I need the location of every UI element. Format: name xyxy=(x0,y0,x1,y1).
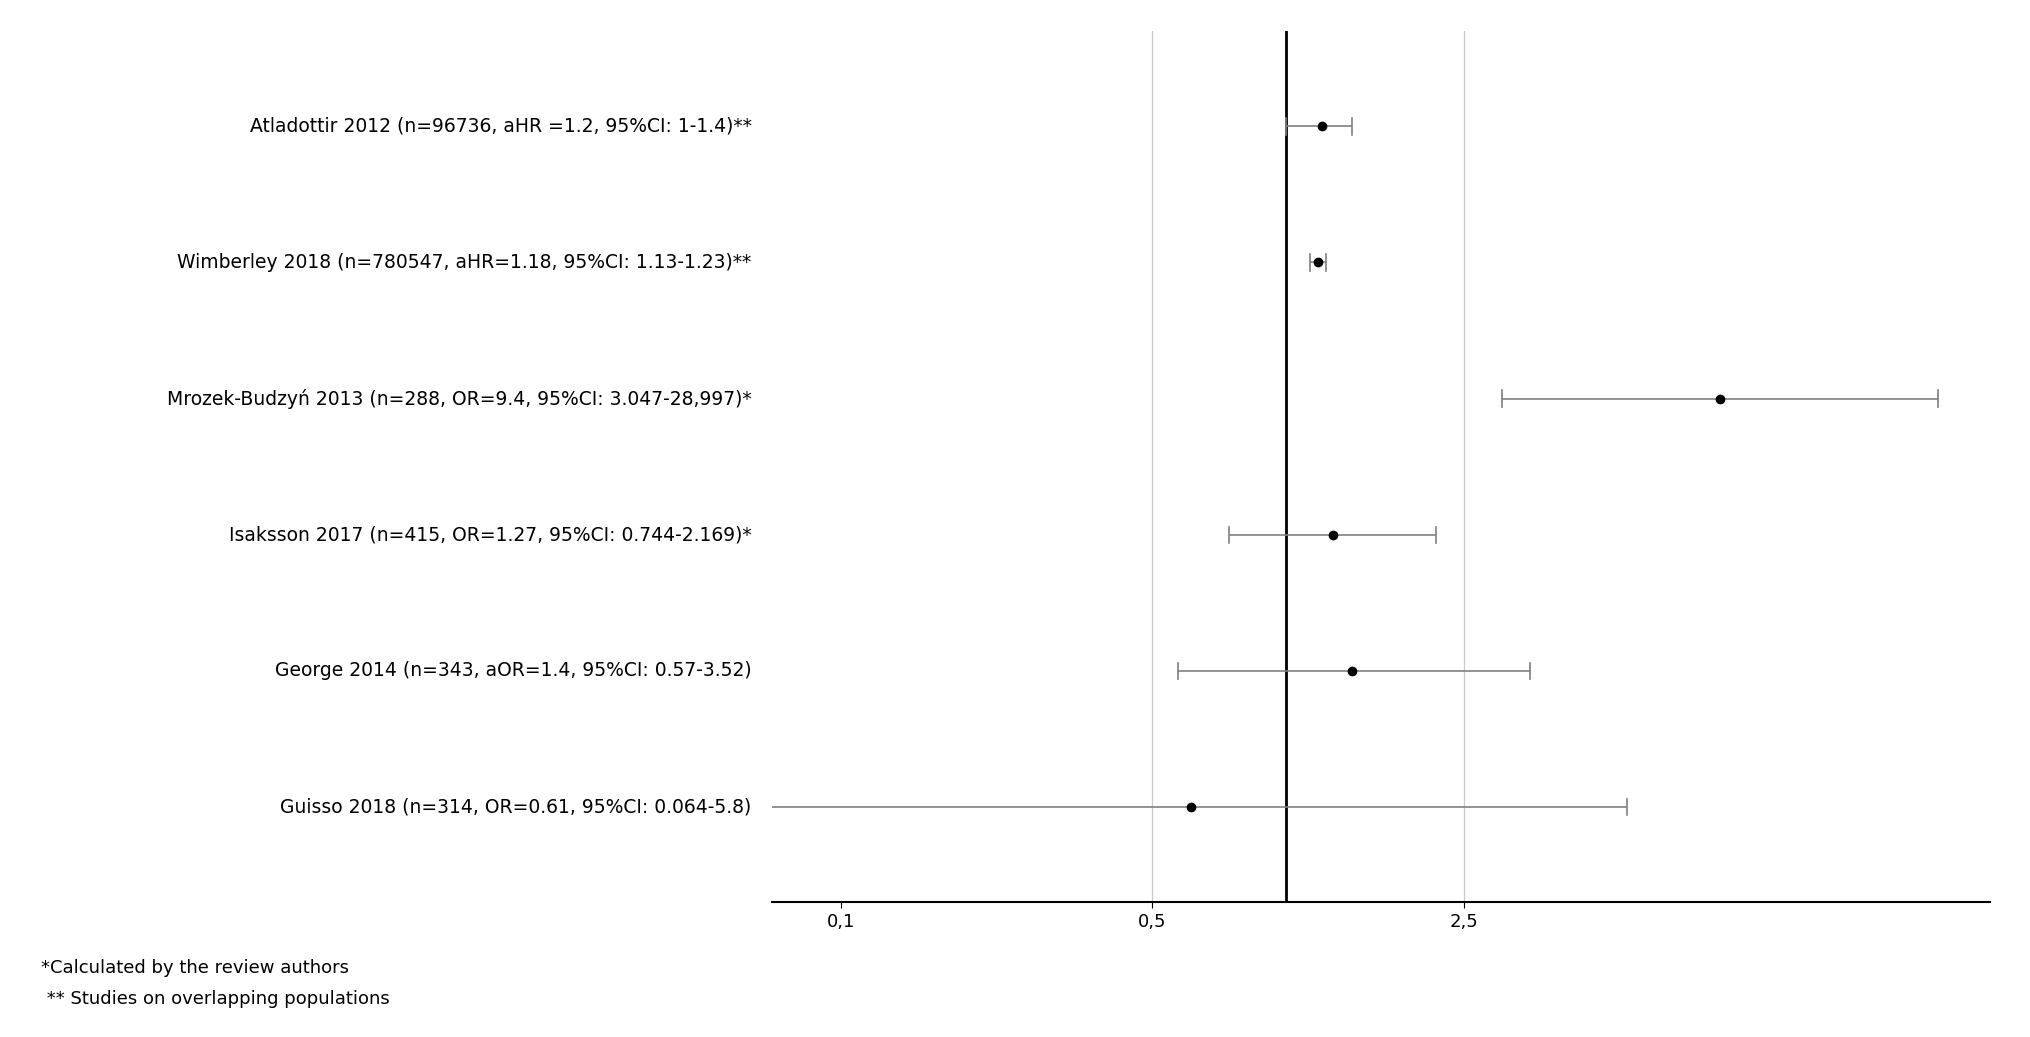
Text: Atladottir 2012 (n=96736, aHR =1.2, 95%CI: 1-1.4)**: Atladottir 2012 (n=96736, aHR =1.2, 95%C… xyxy=(250,117,751,136)
Text: Guisso 2018 (n=314, OR=0.61, 95%CI: 0.064-5.8): Guisso 2018 (n=314, OR=0.61, 95%CI: 0.06… xyxy=(256,797,751,816)
Text: ** Studies on overlapping populations: ** Studies on overlapping populations xyxy=(41,990,390,1008)
Text: George 2014 (n=343, aOR=1.4, 95%CI: 0.57-3.52): George 2014 (n=343, aOR=1.4, 95%CI: 0.57… xyxy=(252,662,751,680)
Text: Isaksson 2017 (n=415, OR=1.27, 95%CI: 0.744-2.169)*: Isaksson 2017 (n=415, OR=1.27, 95%CI: 0.… xyxy=(205,525,751,544)
Text: Mrozek-Budzyń 2013 (n=288, OR=9.4, 95%CI: 3.047-28,997)*: Mrozek-Budzyń 2013 (n=288, OR=9.4, 95%CI… xyxy=(166,389,751,409)
Text: *Calculated by the review authors: *Calculated by the review authors xyxy=(41,959,349,977)
Text: Wimberley 2018 (n=780547, aHR=1.18, 95%CI: 1.13-1.23)**: Wimberley 2018 (n=780547, aHR=1.18, 95%C… xyxy=(177,253,751,272)
